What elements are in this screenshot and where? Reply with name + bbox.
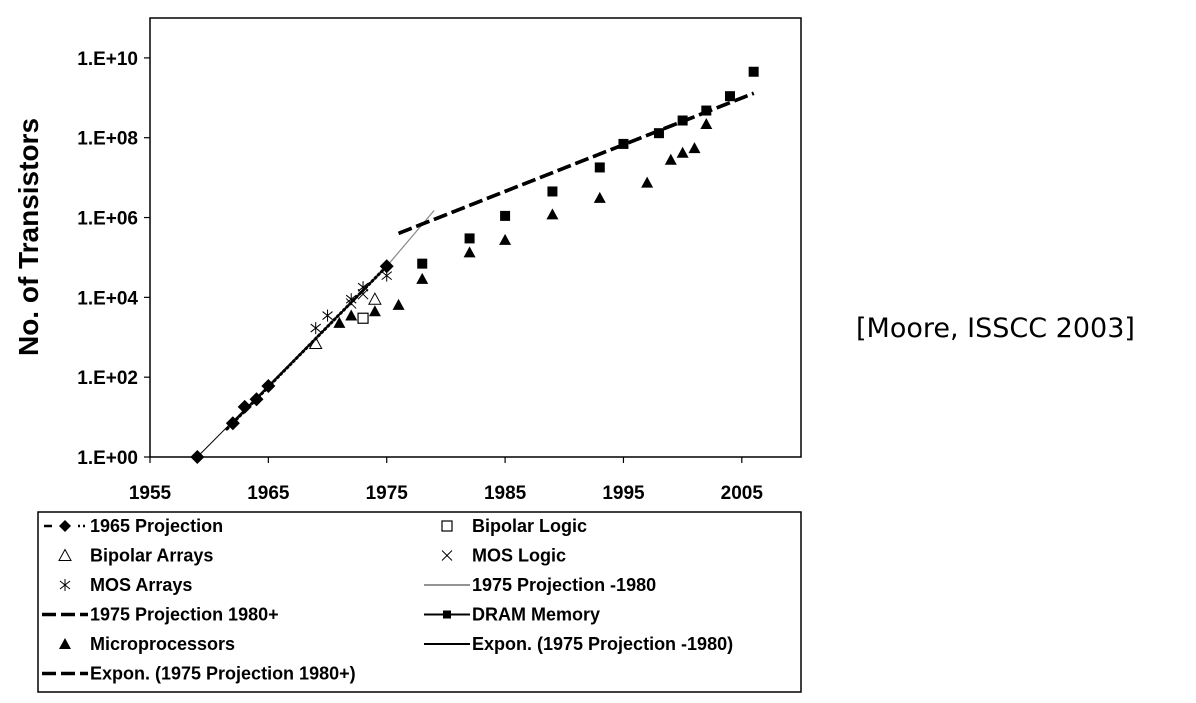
point-bipolar-arrays	[368, 292, 382, 305]
legend-item: DRAM Memory	[424, 605, 600, 625]
series-line-1975-projection-1980	[386, 210, 435, 267]
legend-label: DRAM Memory	[472, 605, 600, 625]
point-dram-memory	[500, 210, 511, 221]
series-line-expon-1975-projection-1980	[196, 265, 388, 458]
point-dram-memory	[618, 138, 629, 149]
point-microprocessors	[333, 316, 346, 328]
y-tick-label: 1.E+00	[77, 448, 138, 469]
legend-item: 1975 Projection 1980+	[42, 605, 279, 625]
point-1965-projection	[261, 379, 276, 394]
x-tick-label: 1975	[366, 483, 409, 504]
point-microprocessors	[641, 176, 654, 188]
citation-text: [Moore, ISSCC 2003]	[856, 313, 1135, 344]
point-dram-memory	[748, 66, 759, 77]
point-microprocessors	[392, 298, 405, 310]
x-tick-label: 2005	[721, 483, 764, 504]
legend-label: Bipolar Arrays	[90, 546, 213, 566]
y-tick-label: 1.E+04	[77, 288, 138, 309]
y-tick-label: 1.E+10	[77, 49, 138, 70]
point-microprocessors	[499, 233, 512, 245]
point-dram-memory	[594, 162, 605, 173]
legend-item: 1975 Projection -1980	[424, 575, 656, 595]
point-mos-arrays	[310, 322, 322, 335]
legend-item: MOS Arrays	[59, 575, 192, 595]
point-bipolar-logic	[357, 312, 369, 324]
point-bipolar-arrays	[308, 336, 323, 349]
legend-label: MOS Logic	[472, 546, 566, 566]
point-1965-projection	[379, 259, 394, 274]
point-microprocessors	[416, 272, 429, 284]
legend-label: 1965 Projection	[90, 516, 223, 536]
point-mos-arrays	[381, 269, 393, 282]
y-tick-label: 1.E+08	[77, 129, 138, 150]
legend-item: 1965 Projection	[44, 516, 223, 536]
point-dram-memory	[724, 91, 735, 102]
legend-item: Bipolar Arrays	[58, 546, 213, 566]
legend-label: Expon. (1975 Projection 1980+)	[90, 664, 356, 684]
point-dram-memory	[417, 258, 428, 269]
x-tick-label: 1955	[129, 483, 172, 504]
x-tick-label: 1985	[484, 483, 527, 504]
x-tick-label: 1995	[602, 483, 645, 504]
legend-swatch-marker	[443, 610, 451, 619]
legend-label: Expon. (1975 Projection -1980)	[472, 634, 733, 654]
point-dram-memory	[464, 233, 475, 244]
point-1965-projection	[190, 450, 205, 464]
legend-item: Microprocessors	[59, 634, 235, 654]
plot-area-frame	[149, 17, 802, 458]
point-microprocessors	[368, 305, 381, 317]
legend-swatch-marker	[59, 520, 71, 532]
point-microprocessors	[664, 153, 677, 165]
point-microprocessors	[345, 309, 358, 321]
y-tick-label: 1.E+02	[77, 368, 138, 389]
point-microprocessors	[593, 191, 606, 203]
series-line-expon-1975-projection-1980	[397, 91, 755, 236]
y-tick-label: 1.E+06	[77, 209, 138, 230]
point-dram-memory	[701, 105, 712, 116]
point-microprocessors	[463, 246, 476, 258]
legend-label: Bipolar Logic	[472, 516, 587, 536]
point-microprocessors	[688, 142, 701, 154]
point-microprocessors	[676, 146, 689, 158]
legend-item: Expon. (1975 Projection -1980)	[424, 634, 733, 654]
legend-swatch-marker	[59, 638, 71, 649]
legend-box	[37, 511, 802, 693]
point-mos-arrays	[345, 293, 357, 306]
legend-label: 1975 Projection -1980	[472, 575, 656, 595]
legend-label: Microprocessors	[90, 634, 235, 654]
point-dram-memory	[547, 186, 558, 197]
point-microprocessors	[700, 118, 713, 130]
legend-item: Bipolar Logic	[441, 516, 587, 536]
point-dram-memory	[677, 115, 688, 126]
legend-item: Expon. (1975 Projection 1980+)	[42, 664, 356, 684]
point-1965-projection	[225, 416, 240, 431]
legend-swatch-marker	[58, 548, 72, 561]
point-mos-arrays	[322, 309, 333, 322]
legend-swatch-marker	[441, 550, 453, 561]
point-mos-logic	[357, 288, 369, 300]
point-mos-arrays	[357, 281, 369, 294]
point-dram-memory	[653, 128, 664, 139]
legend-label: MOS Arrays	[90, 575, 192, 595]
legend-swatch-marker	[59, 579, 71, 591]
point-1965-projection	[237, 399, 252, 414]
x-tick-label: 1965	[247, 483, 290, 504]
point-1965-projection	[249, 392, 264, 407]
point-microprocessors	[546, 208, 559, 220]
legend-label: 1975 Projection 1980+	[90, 605, 279, 625]
legend-swatch-marker	[441, 520, 453, 532]
y-axis-label: No. of Transistors	[13, 118, 44, 356]
legend-item: MOS Logic	[441, 546, 566, 566]
